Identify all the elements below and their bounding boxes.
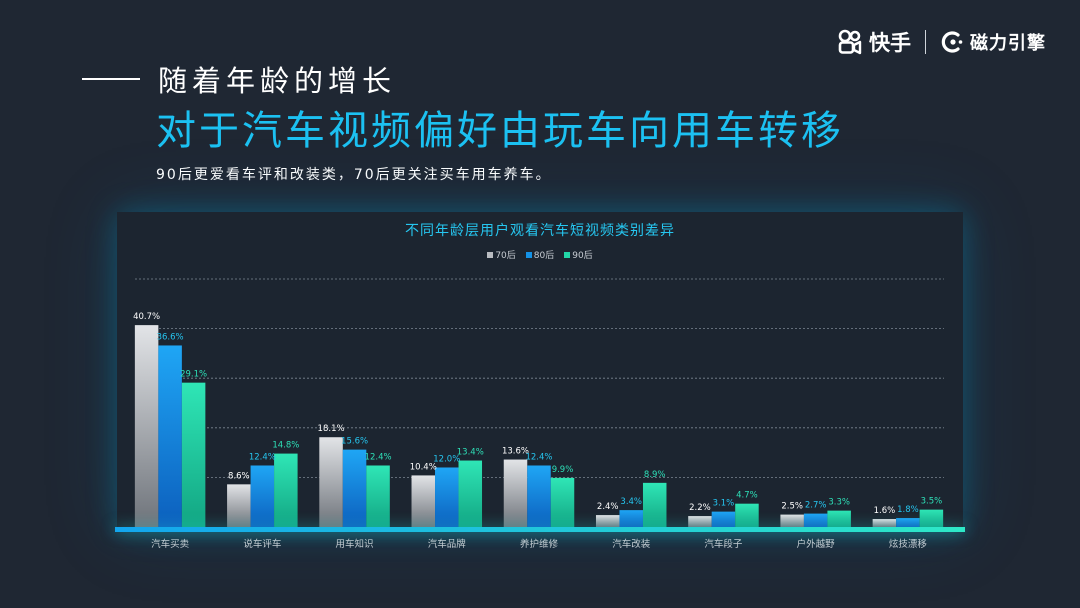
bar-70	[319, 437, 343, 527]
bar-value-label: 36.6%	[157, 332, 184, 342]
category-label: 汽车品牌	[428, 538, 467, 550]
bar-value-label: 2.2%	[689, 503, 711, 513]
cili-engine-text: 磁力引擎	[970, 33, 1046, 54]
brand-logos: 快手 磁力引擎	[837, 26, 1046, 58]
bar-value-label: 12.4%	[365, 452, 392, 462]
bar-70	[688, 516, 712, 527]
bar-value-label: 3.1%	[713, 499, 735, 509]
bar-value-label: 14.8%	[272, 441, 299, 451]
bar-70	[780, 514, 804, 527]
bar-value-label: 2.7%	[805, 501, 827, 511]
bar-80	[619, 510, 643, 527]
bar-90	[827, 510, 851, 527]
bar-70	[134, 325, 159, 527]
bar-90	[458, 460, 483, 527]
bar-value-label: 12.4%	[525, 452, 552, 462]
legend-swatch-70	[487, 251, 494, 258]
brand-divider	[925, 30, 926, 54]
category-label: 汽车买卖	[151, 538, 189, 550]
bar-80	[711, 511, 736, 527]
bar-value-label: 9.9%	[552, 465, 574, 475]
bar-value-label: 10.4%	[410, 462, 437, 472]
bar-80	[435, 467, 459, 527]
bar-value-label: 2.4%	[597, 502, 619, 512]
bar-value-label: 12.0%	[433, 454, 460, 464]
cili-engine-icon	[941, 31, 963, 53]
bar-70	[227, 484, 251, 527]
bar-value-label: 1.6%	[874, 506, 896, 516]
page-description: 90后更爱看车评和改装类，70后更关注买车用车养车。	[156, 167, 552, 183]
bar-70	[872, 519, 897, 527]
bar-value-label: 1.8%	[897, 505, 919, 515]
category-label: 炫技漂移	[889, 538, 928, 550]
bar-90	[919, 509, 944, 527]
bar-80	[803, 513, 828, 527]
bar-value-label: 13.6%	[502, 447, 529, 457]
bar-value-label: 8.6%	[228, 471, 250, 481]
cili-engine-logo: 磁力引擎	[940, 29, 1046, 55]
legend-item-70: 70后	[487, 248, 516, 261]
bar-70	[411, 475, 436, 527]
chart-title: 不同年龄层用户观看汽车短视频类别差异	[405, 223, 675, 239]
kuaishou-icon	[838, 29, 862, 55]
bar-value-label: 13.4%	[457, 448, 484, 458]
subtitle-dash	[82, 78, 140, 80]
category-label: 户外越野	[797, 538, 836, 550]
subtitle-row: 随着年龄的增长	[82, 58, 396, 100]
bar-70	[503, 459, 528, 527]
bar-90	[366, 465, 390, 527]
legend-item-90: 90后	[564, 248, 593, 261]
bar-90	[735, 503, 759, 527]
category-label: 汽车段子	[704, 538, 743, 550]
category-label: 用车知识	[336, 538, 374, 550]
bar-80	[158, 345, 182, 527]
chart-baseline	[115, 527, 965, 532]
bar-90	[642, 482, 667, 527]
legend-swatch-80	[525, 251, 532, 258]
legend-swatch-90	[564, 251, 571, 258]
bar-70	[595, 515, 620, 527]
bar-value-label: 15.6%	[341, 437, 368, 447]
legend-label-80: 80后	[533, 251, 555, 261]
bar-value-label: 3.5%	[921, 497, 943, 507]
kuaishou-logo: 快手	[837, 27, 911, 57]
category-label: 说车评车	[243, 538, 281, 550]
bar-value-label: 4.7%	[736, 491, 758, 501]
bar-value-label: 40.7%	[133, 312, 160, 322]
bar-80	[250, 465, 275, 527]
legend-label-70: 70后	[495, 251, 516, 261]
bar-80	[896, 518, 920, 527]
bar-value-label: 12.4%	[249, 452, 276, 462]
bar-90	[550, 477, 575, 527]
bar-value-label: 18.1%	[318, 424, 345, 434]
bar-value-label: 2.5%	[781, 502, 803, 512]
page-subtitle: 随着年龄的增长	[158, 64, 397, 98]
bar-value-label: 3.4%	[620, 497, 642, 507]
bar-80	[342, 449, 367, 527]
legend-item-80: 80后	[525, 248, 555, 261]
bar-value-label: 8.9%	[644, 470, 666, 480]
page-title: 对于汽车视频偏好由玩车向用车转移	[156, 108, 844, 154]
kuaishou-text: 快手	[869, 31, 911, 55]
bar-90	[181, 382, 206, 527]
chart-legend: 70后 80后 90后	[117, 248, 963, 261]
bar-90	[274, 453, 298, 527]
bar-value-label: 29.1%	[180, 370, 207, 380]
legend-label-90: 90后	[572, 251, 593, 261]
bar-value-label: 3.3%	[828, 498, 850, 508]
category-label: 汽车改装	[612, 538, 651, 550]
category-label: 养护维修	[520, 538, 559, 550]
bar-80	[527, 465, 551, 527]
